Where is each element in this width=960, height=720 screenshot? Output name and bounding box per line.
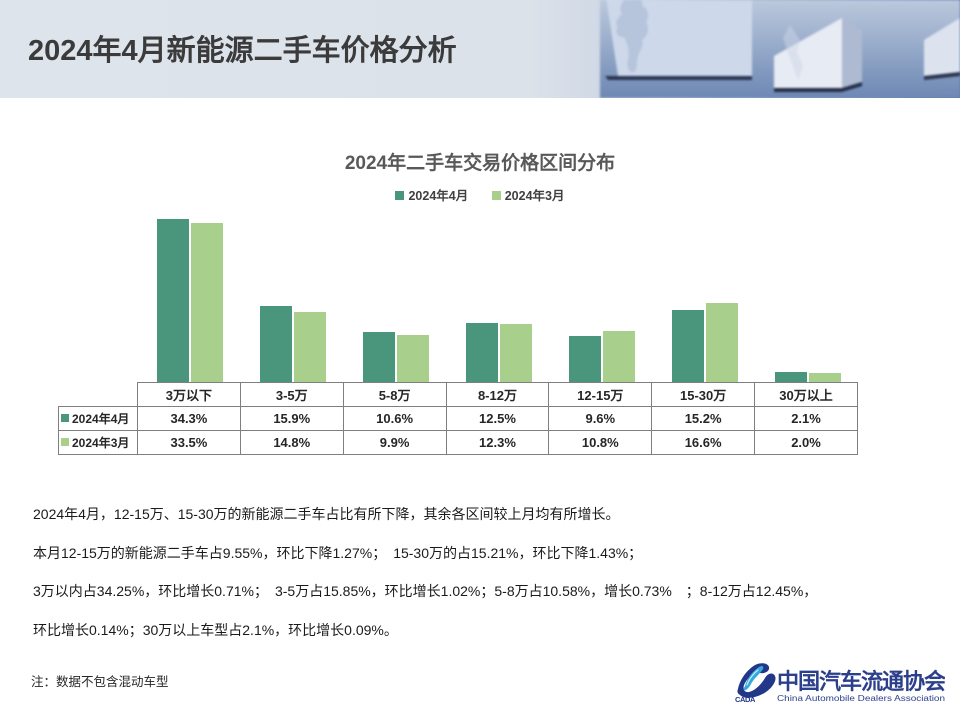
svg-text:CADA: CADA: [735, 695, 756, 704]
svg-text:中国汽车流通协会: 中国汽车流通协会: [777, 669, 945, 694]
svg-text:China Automobile Dealers Assoc: China Automobile Dealers Association: [777, 693, 945, 703]
